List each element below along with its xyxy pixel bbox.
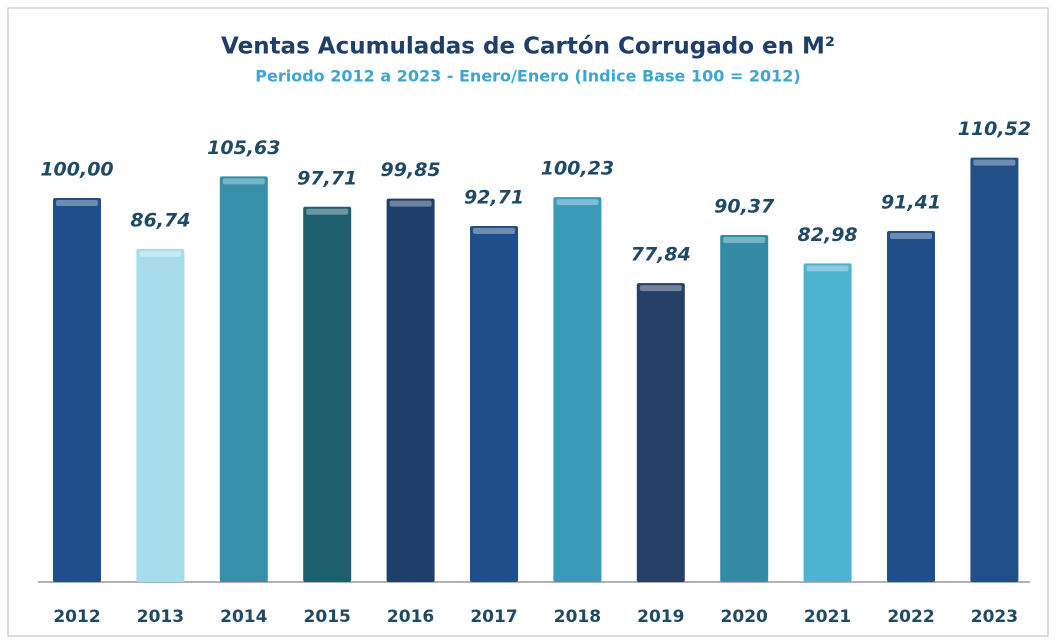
- x-tick-label: 2022: [887, 607, 934, 627]
- x-tick-label: 2012: [53, 607, 100, 627]
- x-tick-label: 2017: [470, 607, 517, 627]
- bar: [386, 198, 435, 583]
- x-tick-label: 2018: [554, 607, 601, 627]
- chart-title: Ventas Acumuladas de Cartón Corrugado en…: [221, 34, 835, 60]
- bar: [136, 248, 185, 582]
- bar-highlight: [973, 159, 1016, 166]
- value-label: 91,41: [881, 191, 941, 213]
- bar-highlight: [639, 285, 682, 292]
- x-tick-label: 2014: [220, 607, 267, 627]
- value-label: 77,84: [631, 244, 691, 266]
- bar-highlight: [139, 250, 182, 257]
- bar-highlight: [222, 178, 265, 185]
- value-label: 86,74: [130, 209, 190, 231]
- bar: [53, 198, 101, 582]
- bar-highlight: [723, 236, 766, 243]
- x-tick-label: 2020: [721, 607, 768, 627]
- x-tick-label: 2019: [637, 607, 684, 627]
- bar: [219, 176, 268, 582]
- bar: [720, 234, 769, 583]
- value-label: 110,52: [958, 118, 1031, 140]
- chart-subtitle: Periodo 2012 a 2023 - Enero/Enero (Indic…: [255, 67, 801, 86]
- bar: [636, 283, 685, 582]
- bar: [887, 230, 935, 582]
- value-label: 100,00: [40, 159, 113, 181]
- bar-highlight: [56, 200, 98, 206]
- value-label: 82,98: [798, 224, 858, 246]
- bar: [303, 206, 352, 583]
- value-label: 97,71: [297, 167, 357, 189]
- x-tick-label: 2016: [387, 607, 434, 627]
- bar-highlight: [890, 232, 932, 239]
- bar-highlight: [473, 227, 515, 234]
- bar-highlight: [389, 200, 432, 207]
- value-label: 92,71: [464, 186, 524, 208]
- bar: [970, 157, 1019, 582]
- bar-highlight: [556, 199, 599, 206]
- x-tick-label: 2023: [971, 607, 1018, 627]
- x-tick-label: 2013: [137, 607, 184, 627]
- value-label: 105,63: [207, 137, 280, 159]
- value-label: 100,23: [541, 158, 614, 180]
- bar-highlight: [306, 208, 349, 215]
- value-label: 90,37: [714, 195, 775, 217]
- value-label: 99,85: [381, 159, 441, 181]
- bar: [470, 225, 518, 583]
- bar: [553, 197, 602, 582]
- x-tick-label: 2021: [804, 607, 851, 627]
- x-tick-label: 2015: [304, 607, 351, 627]
- bar: [803, 263, 852, 582]
- bar-highlight: [806, 265, 849, 272]
